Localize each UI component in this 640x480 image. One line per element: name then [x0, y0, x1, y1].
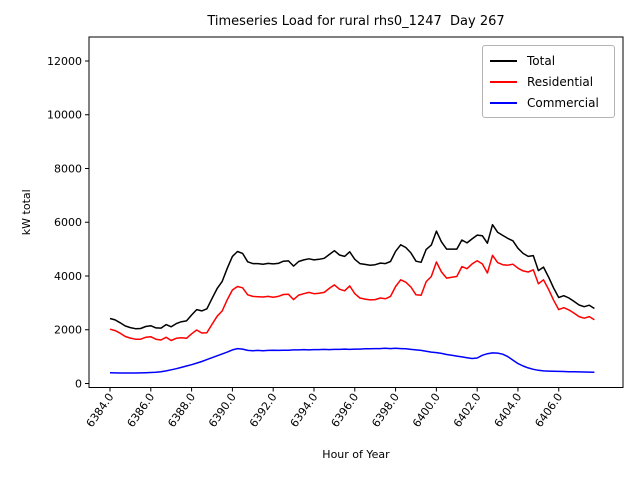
x-tick-label: 6404.0 — [492, 391, 525, 430]
series-line-commercial — [109, 347, 595, 374]
legend-label-residential: Residential — [527, 74, 594, 89]
x-tick-label: 6398.0 — [369, 391, 402, 430]
x-tick-label: 6394.0 — [288, 391, 321, 430]
legend-label-commercial: Commercial — [527, 95, 599, 110]
y-tick-label: 4000 — [54, 270, 82, 283]
x-tick-label: 6406.0 — [532, 391, 565, 430]
y-tick-label: 10000 — [47, 109, 82, 122]
legend-item-total: Total — [490, 50, 608, 71]
y-tick-label: 2000 — [54, 324, 82, 337]
legend-line-commercial-icon — [490, 101, 517, 104]
legend-line-residential-icon — [490, 80, 517, 83]
axes-frame — [88, 36, 624, 388]
y-tick-label: 8000 — [54, 162, 82, 175]
legend: Total Residential Commercial — [482, 45, 615, 118]
chart-title: Timeseries Load for rural rhs0_1247 Day … — [207, 14, 505, 29]
x-tick-label: 6396.0 — [329, 391, 362, 430]
x-tick-label: 6400.0 — [410, 391, 443, 430]
x-tick-label: 6392.0 — [247, 391, 280, 430]
y-tick-label: 12000 — [47, 55, 82, 68]
legend-item-residential: Residential — [490, 71, 608, 92]
series-line-residential — [109, 254, 595, 342]
x-tick-label: 6384.0 — [84, 391, 117, 430]
x-tick-label: 6390.0 — [206, 391, 239, 430]
y-axis-label: kW total — [20, 189, 33, 235]
x-tick-label: 6386.0 — [125, 391, 158, 430]
legend-item-commercial: Commercial — [490, 92, 608, 113]
legend-label-total: Total — [527, 53, 556, 68]
y-tick-label: 6000 — [54, 216, 82, 229]
series-line-total — [109, 223, 595, 330]
x-tick-label: 6388.0 — [165, 391, 198, 430]
y-tick-label: 0 — [75, 377, 82, 390]
x-axis-label: Hour of Year — [322, 448, 390, 461]
legend-line-total-icon — [490, 59, 517, 62]
x-tick-label: 6402.0 — [451, 391, 484, 430]
